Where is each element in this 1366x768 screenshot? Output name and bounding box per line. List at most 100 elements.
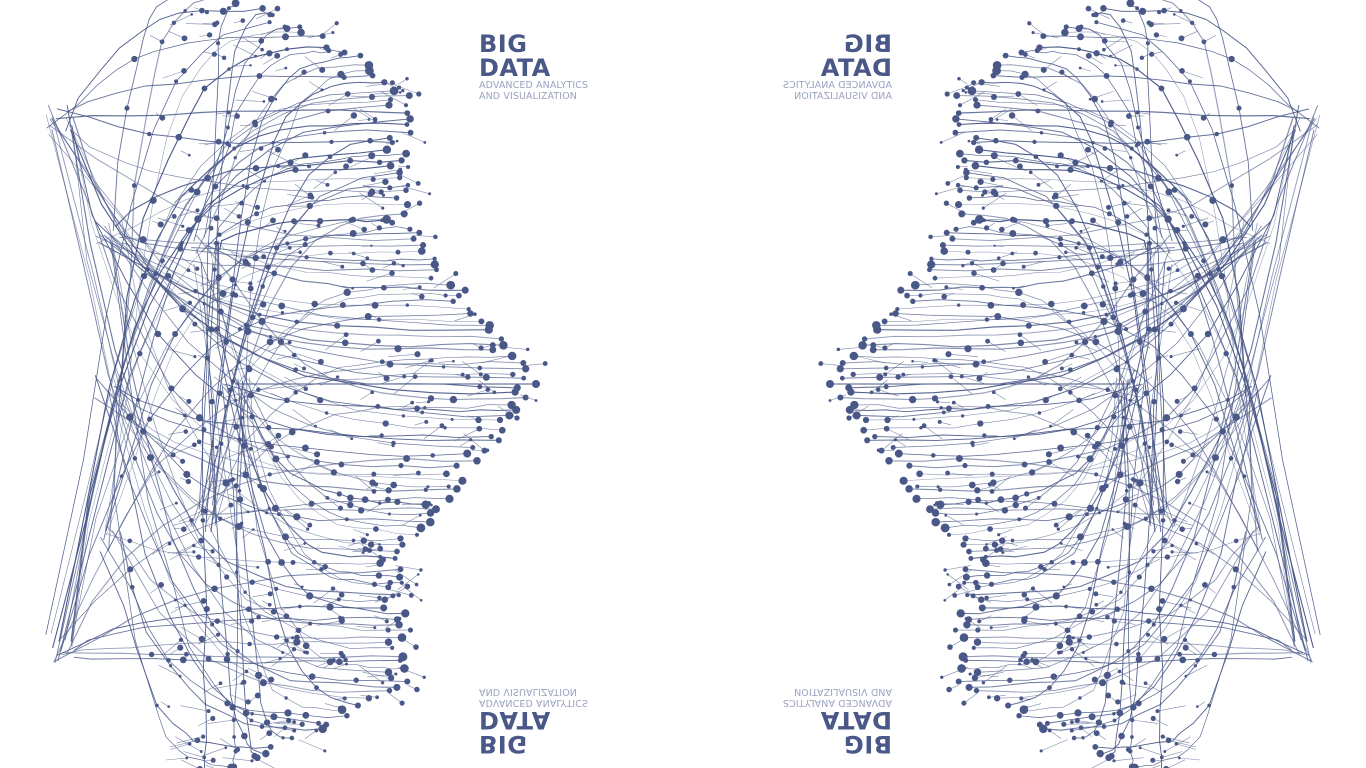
network-terminal-node: [253, 754, 261, 762]
network-node: [183, 413, 187, 418]
network-node: [1106, 211, 1112, 217]
network-node: [507, 353, 513, 359]
network-terminal-node: [365, 66, 374, 76]
network-tip-node: [826, 380, 834, 388]
network-node: [1095, 719, 1103, 726]
network-node: [1205, 470, 1209, 474]
network-node: [878, 447, 885, 454]
network-node: [818, 361, 824, 367]
network-node: [325, 108, 331, 114]
network-node: [266, 50, 272, 56]
network-node: [390, 481, 398, 489]
network-terminal-node: [839, 360, 846, 366]
network-node: [975, 496, 982, 503]
logo-subtitle-line1: ADVANCED ANALYTICS: [782, 697, 892, 708]
network-terminal-node: [960, 541, 967, 548]
network-node: [1142, 441, 1147, 446]
network-branch: [952, 124, 1318, 242]
network-node: [158, 582, 164, 588]
network-node: [379, 556, 386, 563]
network-terminal-node: [932, 275, 938, 281]
network-terminal-node: [498, 336, 505, 342]
network-node: [293, 638, 301, 646]
network-node: [1130, 291, 1136, 298]
network-node: [343, 288, 351, 297]
network-terminal-node: [365, 695, 373, 702]
network-terminal-node: [912, 494, 921, 503]
network-node: [1169, 442, 1174, 448]
network-node: [1101, 38, 1108, 44]
network-twig: [275, 243, 306, 245]
network-terminal-node: [973, 668, 982, 677]
network-terminal-node: [971, 140, 976, 145]
network-node: [1121, 200, 1127, 206]
network-node: [394, 672, 398, 676]
network-node: [186, 268, 191, 273]
network-node: [225, 125, 230, 130]
network-node: [981, 206, 985, 210]
network-twig: [1088, 8, 1111, 20]
network-node: [284, 638, 289, 643]
network-node: [200, 518, 206, 523]
network-node: [308, 673, 316, 680]
network-twig: [1189, 502, 1207, 511]
network-node: [999, 537, 1006, 544]
network-node: [147, 131, 152, 137]
network-terminal-node: [992, 66, 1001, 76]
network-branch: [94, 397, 457, 492]
network-node: [1084, 656, 1088, 661]
network-terminal-node: [354, 702, 361, 709]
network-node: [1079, 24, 1084, 29]
network-twig: [934, 360, 954, 375]
network-twig: [191, 227, 212, 231]
network-node: [181, 35, 188, 42]
network-node: [360, 260, 366, 267]
network-node: [1218, 272, 1226, 280]
network-node: [281, 736, 285, 740]
network-node: [216, 632, 220, 637]
network-node: [270, 12, 275, 18]
network-twig: [1048, 461, 1075, 477]
network-node: [1099, 679, 1107, 687]
network-node: [1056, 642, 1064, 650]
network-terminal-node: [1044, 720, 1050, 726]
network-twig: [361, 245, 372, 247]
network-node: [385, 487, 392, 494]
network-branch: [959, 131, 1293, 193]
network-twig: [1126, 207, 1143, 217]
network-node: [243, 322, 249, 328]
network-node: [319, 567, 324, 572]
network-branch: [45, 114, 369, 699]
network-terminal-node: [484, 325, 493, 334]
network-node: [1188, 501, 1192, 505]
network-branch: [965, 568, 1312, 662]
network-node: [256, 387, 261, 393]
network-node: [1207, 270, 1213, 276]
network-twig: [1162, 510, 1188, 523]
network-node: [240, 415, 245, 420]
network-node: [969, 261, 975, 266]
network-node: [485, 448, 490, 452]
network-node: [1040, 66, 1047, 73]
network-branch: [73, 131, 407, 193]
network-node: [1055, 164, 1059, 169]
network-twig: [362, 181, 386, 187]
network-node: [971, 270, 977, 277]
network-node: [1086, 504, 1095, 512]
network-twig: [268, 342, 290, 352]
network-twig: [402, 514, 421, 526]
network-node: [429, 358, 434, 363]
network-node: [147, 454, 154, 462]
network-twig: [1091, 759, 1109, 768]
network-node: [1124, 214, 1130, 219]
network-node: [275, 146, 281, 153]
network-branch: [973, 525, 1158, 649]
network-node: [1019, 696, 1024, 701]
network-node: [426, 501, 432, 506]
network-twig: [185, 23, 215, 25]
network-twig: [1153, 545, 1175, 552]
network-node: [295, 627, 302, 634]
network-node: [999, 226, 1005, 233]
network-terminal-node: [837, 394, 844, 401]
network-twig: [297, 353, 321, 363]
